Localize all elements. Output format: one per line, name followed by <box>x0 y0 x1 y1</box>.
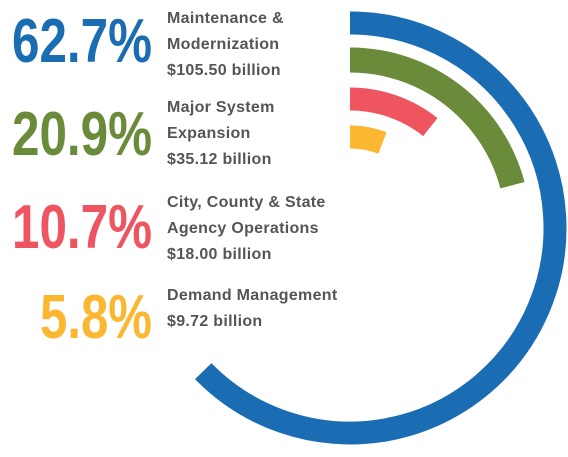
radial-bar <box>349 87 438 137</box>
category-name: City, County & State Agency Operations <box>167 194 326 237</box>
category-name: Maintenance & Modernization <box>167 10 284 53</box>
category-label: Major System Expansion $35.12 billion <box>167 95 362 173</box>
percent-label: 20.9% <box>12 100 152 169</box>
category-label: Maintenance & Modernization $105.50 billi… <box>167 6 362 84</box>
category-amount: $9.72 billion <box>167 313 263 330</box>
percent-label: 62.7% <box>12 7 152 76</box>
radial-bar <box>349 125 387 154</box>
category-name: Demand Management <box>167 287 338 304</box>
category-amount: $105.50 billion <box>167 62 281 79</box>
percent-label: 5.8% <box>40 283 152 352</box>
percent-label: 10.7% <box>12 193 152 262</box>
category-label: City, County & State Agency Operations $1… <box>167 190 362 268</box>
category-amount: $18.00 billion <box>167 246 272 263</box>
category-amount: $35.12 billion <box>167 151 272 168</box>
radial-bar <box>349 47 525 189</box>
category-label: Demand Management $9.72 billion <box>167 283 362 335</box>
category-name: Major System Expansion <box>167 99 275 142</box>
radial-bar <box>195 11 567 445</box>
